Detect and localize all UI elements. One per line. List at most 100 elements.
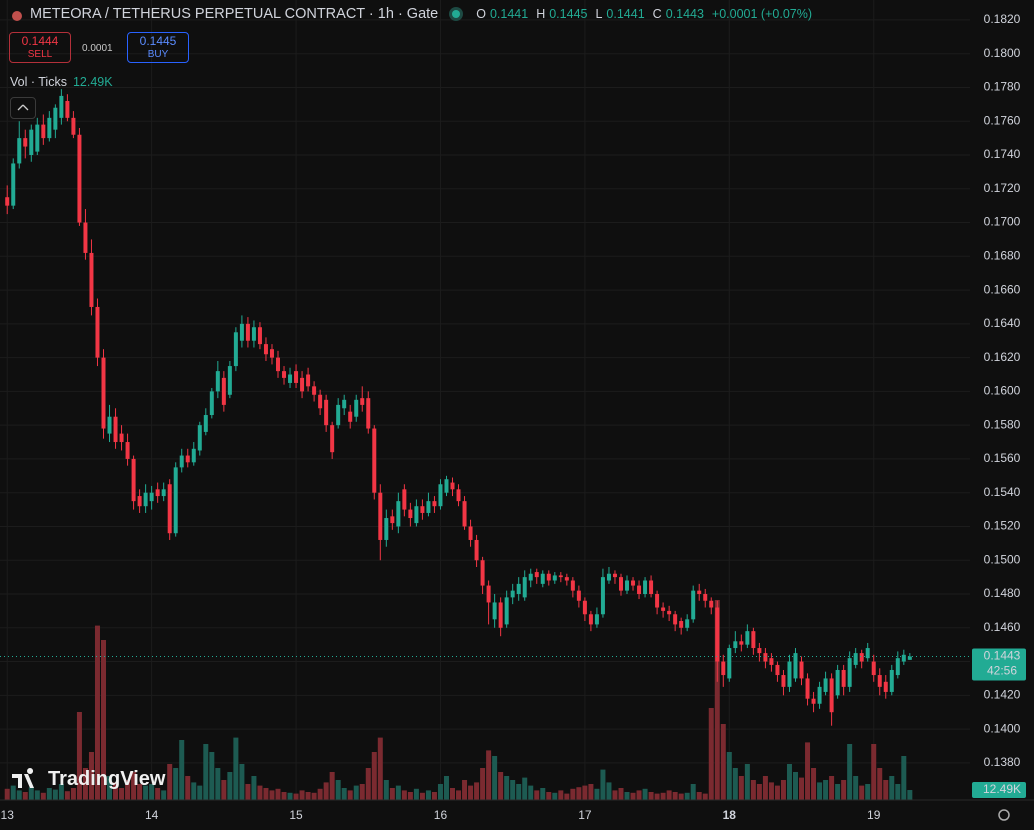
settings-icon[interactable] bbox=[998, 809, 1010, 821]
y-tick-label: 0.1720 bbox=[984, 181, 1021, 195]
candle-body bbox=[721, 661, 726, 676]
candle-body bbox=[655, 594, 660, 608]
volume-bar bbox=[817, 782, 823, 800]
candle-body bbox=[522, 577, 527, 598]
volume-bar bbox=[221, 780, 227, 800]
candle-body bbox=[209, 391, 214, 416]
volume-bar bbox=[786, 764, 792, 800]
volume-bar bbox=[823, 780, 829, 800]
volume-bar bbox=[660, 792, 666, 800]
candle-body bbox=[11, 163, 16, 206]
y-tick-label: 0.1460 bbox=[984, 620, 1021, 634]
candle-body bbox=[618, 577, 623, 591]
candle-body bbox=[330, 425, 335, 453]
candle-body bbox=[245, 323, 250, 341]
candle-body bbox=[438, 484, 443, 507]
candle-body bbox=[667, 610, 672, 615]
volume-bar bbox=[865, 784, 871, 800]
candle-body bbox=[757, 648, 762, 654]
volume-bar bbox=[492, 756, 498, 800]
volume-bar bbox=[161, 790, 167, 800]
candle-body bbox=[883, 681, 888, 692]
volume-bar bbox=[311, 792, 317, 800]
candle-body bbox=[907, 656, 912, 660]
candle-body bbox=[582, 600, 587, 615]
volume-bar bbox=[570, 788, 576, 800]
volume-bar bbox=[907, 790, 913, 800]
volume-bar bbox=[726, 752, 732, 800]
candle-body bbox=[65, 100, 70, 118]
y-tick-label: 0.1520 bbox=[984, 519, 1021, 533]
volume-bar bbox=[413, 788, 419, 800]
buy-label: BUY bbox=[147, 49, 169, 60]
candle-body bbox=[739, 641, 744, 645]
candle-body bbox=[456, 489, 461, 502]
candle-body bbox=[516, 583, 521, 595]
y-tick-label: 0.1800 bbox=[984, 46, 1021, 60]
volume-bar bbox=[64, 791, 70, 800]
brand: TradingView bbox=[48, 768, 166, 790]
volume-bar bbox=[889, 776, 895, 800]
volume-bar bbox=[895, 784, 901, 800]
volume-bar bbox=[546, 792, 552, 800]
price-axis-bg bbox=[970, 0, 1034, 830]
x-tick-label: 13 bbox=[1, 808, 15, 822]
volume-bar bbox=[281, 792, 287, 800]
candle-body bbox=[167, 484, 172, 534]
y-tick-label: 0.1680 bbox=[984, 248, 1021, 262]
candle-body bbox=[348, 411, 353, 422]
candle-body bbox=[643, 580, 648, 595]
volume-bar bbox=[738, 776, 744, 800]
volume-bar bbox=[88, 752, 94, 800]
volume-bar bbox=[94, 625, 100, 800]
volume-bar bbox=[353, 785, 359, 800]
candle-body bbox=[697, 590, 702, 595]
volume-bar bbox=[335, 780, 341, 800]
y-tick-label: 0.1740 bbox=[984, 147, 1021, 161]
candle-body bbox=[17, 138, 22, 164]
candle-body bbox=[378, 492, 383, 540]
volume-bar bbox=[275, 788, 281, 800]
volume-bar bbox=[534, 790, 540, 800]
volume-bar bbox=[624, 792, 630, 800]
volume-bar bbox=[82, 768, 88, 800]
candle-body bbox=[649, 580, 654, 595]
volume-bar bbox=[648, 792, 654, 800]
candle-body bbox=[564, 577, 569, 581]
volume-bar bbox=[131, 772, 137, 800]
candle-body bbox=[576, 590, 581, 601]
volume-bar bbox=[125, 780, 131, 800]
candle-body bbox=[871, 661, 876, 676]
candle-body bbox=[432, 501, 437, 507]
collapse-button[interactable] bbox=[10, 97, 36, 119]
sell-button[interactable]: 0.1444 SELL bbox=[9, 32, 71, 63]
candle-body bbox=[751, 631, 756, 649]
volume-bar bbox=[365, 768, 371, 800]
candle-body bbox=[558, 575, 563, 578]
buy-button[interactable]: 0.1445 BUY bbox=[127, 32, 189, 63]
volume-bar bbox=[540, 788, 546, 800]
volume-bar bbox=[498, 772, 504, 800]
x-tick-label: 18 bbox=[723, 808, 737, 822]
countdown: 42:56 bbox=[987, 664, 1017, 678]
candle-body bbox=[366, 398, 371, 429]
candle-body bbox=[294, 371, 299, 383]
volume-bar bbox=[504, 776, 510, 800]
volume-bar bbox=[149, 784, 155, 800]
y-tick-label: 0.1560 bbox=[984, 451, 1021, 465]
candle-body bbox=[143, 492, 148, 507]
candle-body bbox=[173, 467, 178, 534]
candle-body bbox=[691, 590, 696, 620]
candle-body bbox=[703, 594, 708, 601]
candle-body bbox=[107, 416, 112, 434]
candle-body bbox=[47, 117, 52, 139]
volume-bar bbox=[419, 792, 425, 800]
volume-tag-label: 12.49K bbox=[983, 782, 1021, 796]
candle-body bbox=[324, 399, 329, 426]
volume-bar bbox=[552, 792, 558, 800]
volume-bar bbox=[119, 788, 125, 800]
candle-body bbox=[498, 602, 503, 628]
candle-body bbox=[257, 327, 262, 345]
volume-bar bbox=[431, 792, 437, 800]
